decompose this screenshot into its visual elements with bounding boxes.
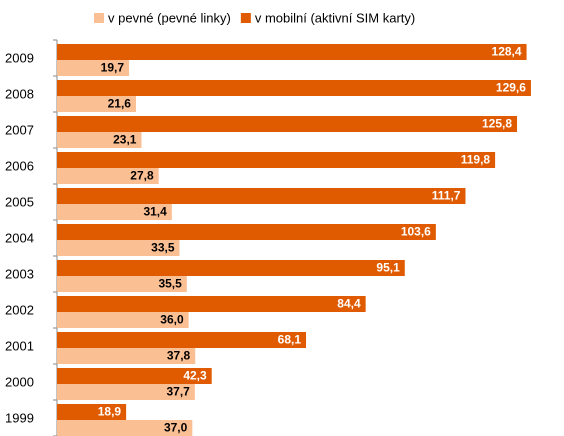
value-label: 103,6: [401, 225, 431, 239]
y-tick-label: 2004: [5, 230, 34, 245]
legend-label: v mobilní (aktivní SIM karty): [255, 10, 415, 25]
value-label: 36,0: [160, 313, 184, 327]
value-label: 18,9: [98, 405, 122, 419]
legend-swatch: [94, 13, 104, 23]
bar: [57, 188, 466, 204]
bar: [57, 80, 531, 96]
value-label: 111,7: [432, 189, 461, 203]
y-tick-label: 2005: [5, 194, 34, 209]
bar: [57, 96, 136, 112]
bar: [57, 204, 172, 220]
bar: [57, 296, 366, 312]
bar: [57, 168, 159, 184]
value-label: 23,1: [113, 133, 137, 147]
value-label: 84,4: [337, 297, 361, 311]
value-label: 128,4: [492, 45, 522, 59]
value-label: 31,4: [143, 205, 167, 219]
bar: [57, 312, 189, 328]
value-label: 125,8: [482, 117, 512, 131]
bar: [57, 332, 307, 348]
value-label: 37,8: [167, 349, 191, 363]
y-tick-label: 2003: [5, 266, 34, 281]
value-label: 27,8: [130, 169, 154, 183]
bar: [57, 60, 130, 76]
bar: [57, 384, 195, 400]
y-tick-label: 2000: [5, 374, 34, 389]
bar: [57, 404, 127, 420]
bar: [57, 348, 196, 364]
y-tick-label: 2001: [5, 338, 34, 353]
bar: [57, 420, 193, 436]
legend-label: v pevné (pevné linky): [108, 10, 231, 25]
y-tick-label: 2002: [5, 302, 34, 317]
y-tick-label: 2008: [5, 86, 34, 101]
bar: [57, 240, 180, 256]
value-label: 95,1: [376, 261, 400, 275]
bar: [57, 44, 527, 60]
bar: [57, 152, 496, 168]
bar: [57, 224, 436, 240]
value-label: 42,3: [183, 369, 207, 383]
bar: [57, 260, 405, 276]
bar: [57, 132, 142, 148]
value-label: 21,6: [108, 97, 132, 111]
y-tick-label: 2007: [5, 122, 34, 137]
y-tick-label: 2009: [5, 50, 34, 65]
value-label: 33,5: [151, 241, 175, 255]
value-label: 37,7: [167, 385, 191, 399]
bar: [57, 116, 518, 132]
bar: [57, 368, 212, 384]
y-tick-label: 1999: [5, 410, 34, 425]
legend-swatch: [240, 13, 251, 23]
value-label: 119,8: [461, 153, 491, 167]
value-label: 37,0: [164, 421, 188, 435]
value-label: 35,5: [158, 277, 182, 291]
bar: [57, 276, 187, 292]
value-label: 68,1: [278, 333, 302, 347]
y-tick-label: 2006: [5, 158, 34, 173]
value-label: 129,6: [496, 81, 526, 95]
value-label: 19,7: [101, 61, 125, 75]
